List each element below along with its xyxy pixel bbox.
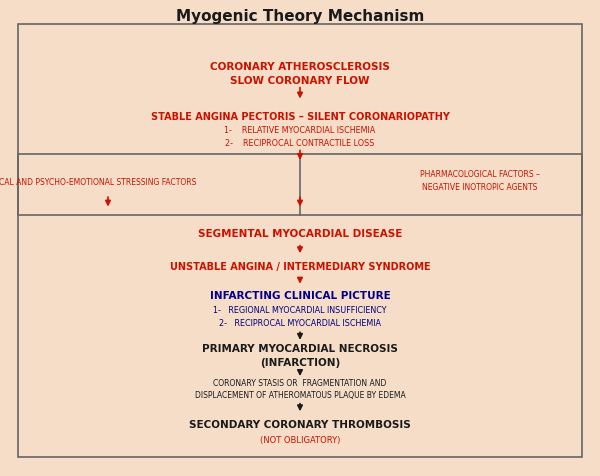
Text: PRIMARY MYOCARDIAL NECROSIS
(INFARCTION): PRIMARY MYOCARDIAL NECROSIS (INFARCTION): [202, 344, 398, 368]
Text: PHARMACOLOGICAL FACTORS –
NEGATIVE INOTROPIC AGENTS: PHARMACOLOGICAL FACTORS – NEGATIVE INOTR…: [420, 170, 540, 192]
Text: UNSTABLE ANGINA / INTERMEDIARY SYNDROME: UNSTABLE ANGINA / INTERMEDIARY SYNDROME: [170, 261, 430, 272]
Text: Myogenic Theory Mechanism: Myogenic Theory Mechanism: [176, 9, 424, 24]
Text: 1-   REGIONAL MYOCARDIAL INSUFFICIENCY
2-   RECIPROCAL MYOCARDIAL ISCHEMIA: 1- REGIONAL MYOCARDIAL INSUFFICIENCY 2- …: [213, 306, 387, 328]
Text: STABLE ANGINA PECTORIS – SILENT CORONARIOPATHY: STABLE ANGINA PECTORIS – SILENT CORONARI…: [151, 111, 449, 122]
Text: PHYSICAL AND PSYCHO-EMOTIONAL STRESSING FACTORS: PHYSICAL AND PSYCHO-EMOTIONAL STRESSING …: [0, 178, 197, 187]
Text: CORONARY STASIS OR  FRAGMENTATION AND
DISPLACEMENT OF ATHEROMATOUS PLAQUE BY EDE: CORONARY STASIS OR FRAGMENTATION AND DIS…: [194, 378, 406, 400]
Text: 1-    RELATIVE MYOCARDIAL ISCHEMIA
2-    RECIPROCAL CONTRACTILE LOSS: 1- RELATIVE MYOCARDIAL ISCHEMIA 2- RECIP…: [224, 126, 376, 148]
Text: SEGMENTAL MYOCARDIAL DISEASE: SEGMENTAL MYOCARDIAL DISEASE: [198, 229, 402, 239]
Text: INFARCTING CLINICAL PICTURE: INFARCTING CLINICAL PICTURE: [209, 291, 391, 301]
Bar: [18, 154, 582, 215]
Text: SECONDARY CORONARY THROMBOSIS: SECONDARY CORONARY THROMBOSIS: [189, 419, 411, 430]
Text: CORONARY ATHEROSCLEROSIS
SLOW CORONARY FLOW: CORONARY ATHEROSCLEROSIS SLOW CORONARY F…: [210, 62, 390, 86]
Text: (NOT OBLIGATORY): (NOT OBLIGATORY): [260, 436, 340, 445]
